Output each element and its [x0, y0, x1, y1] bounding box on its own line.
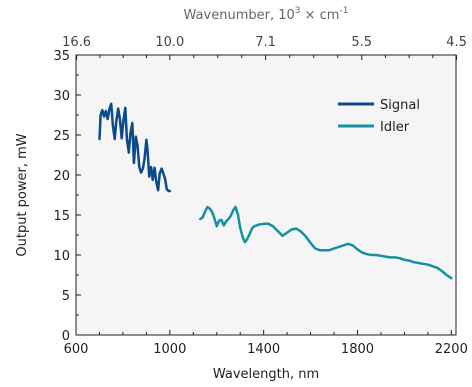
top-axis-title-exp: 3 — [295, 6, 301, 16]
series-line-signal — [98, 102, 172, 193]
series-line-idler — [199, 205, 453, 280]
legend: Signal Idler — [338, 98, 420, 135]
x-tick-label: 1400 — [247, 342, 280, 357]
top-axis-title-prefix: Wavenumber, 10 — [184, 8, 295, 23]
y-tick-labels: 0 5 10 15 20 25 30 35 — [53, 49, 70, 344]
top-tick-label: 10.0 — [155, 35, 184, 50]
legend-label-idler: Idler — [380, 120, 410, 135]
legend-label-signal: Signal — [380, 98, 420, 113]
top-tick-label: 5.5 — [351, 35, 372, 50]
plot-frame — [75, 54, 457, 336]
plot-area — [76, 55, 456, 335]
y-tick-label: 10 — [53, 249, 70, 264]
y-tick-label: 15 — [53, 209, 70, 224]
top-tick-label: 16.6 — [62, 35, 91, 50]
x-tick-label: 2200 — [435, 342, 468, 357]
y-tick-label: 20 — [53, 169, 70, 184]
x-tick-labels: 600 1000 1400 1800 2200 — [64, 342, 468, 357]
y-tick-label: 30 — [53, 89, 70, 104]
y-axis-title: Output power, mW — [15, 133, 30, 256]
y-tick-label: 0 — [62, 329, 70, 344]
y-tick-label: 5 — [62, 289, 70, 304]
x-tick-label: 1000 — [153, 342, 186, 357]
y-tick-label: 25 — [53, 129, 70, 144]
series-layer — [98, 102, 453, 280]
top-tick-label: 4.5 — [446, 35, 467, 50]
x-tick-label: 600 — [64, 342, 89, 357]
x-axis-title: Wavelength, nm — [213, 367, 319, 382]
y-tick-label: 35 — [53, 49, 70, 64]
top-tick-label: 7.1 — [255, 35, 276, 50]
top-tick-labels: 16.6 10.0 7.1 5.5 4.5 — [62, 35, 467, 50]
top-axis-title: Wavenumber, 103 × cm-1 — [184, 6, 349, 23]
top-axis-title-mid: × cm — [301, 8, 340, 23]
top-axis-title-exp2: -1 — [339, 6, 348, 16]
x-tick-label: 1800 — [341, 342, 374, 357]
